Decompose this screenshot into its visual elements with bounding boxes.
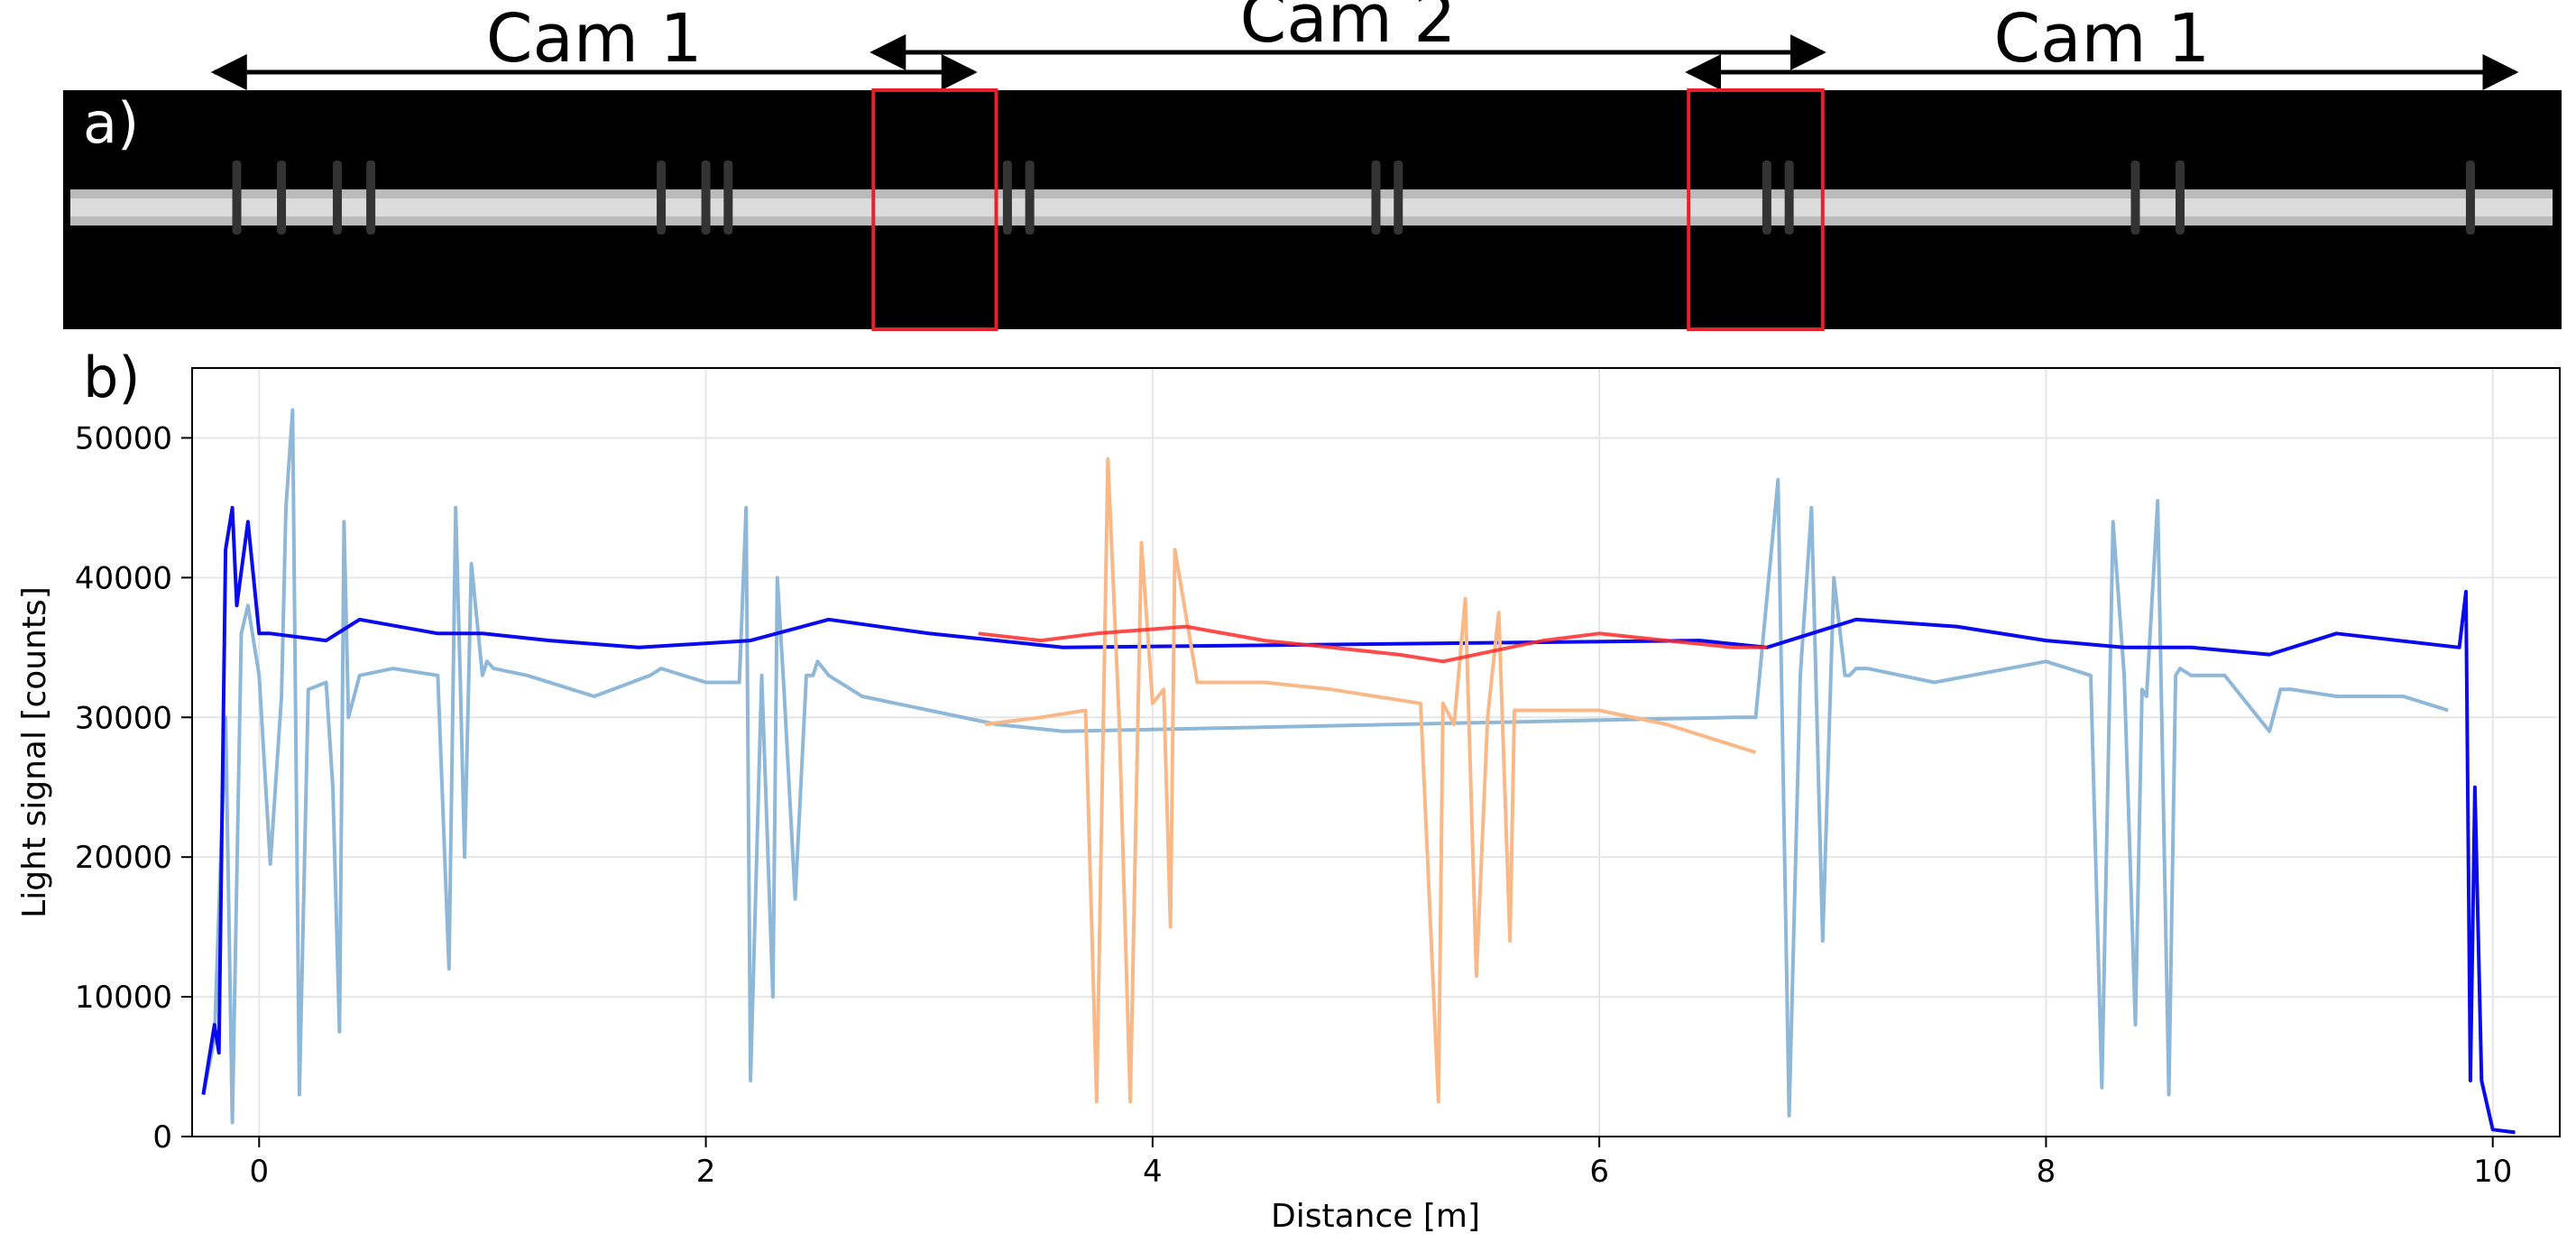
series-line — [201, 408, 2449, 1125]
ring-mark — [366, 161, 376, 235]
series-line — [984, 456, 1757, 1104]
plot-area: 0 2 4 6 8 10 0 10000 20000 30000 40000 50000 b) Di… — [16, 345, 2561, 1235]
x-tick-label: 10 — [2473, 1154, 2512, 1190]
fiber-core — [70, 198, 2553, 216]
camera-annotations: Cam 1 Cam 2 Cam 1 — [210, 0, 2519, 90]
plot-frame — [191, 367, 2561, 1137]
x-tick-label: 4 — [1143, 1154, 1163, 1190]
series-line — [978, 624, 1767, 664]
x-tick-label: 0 — [249, 1154, 269, 1190]
ring-mark — [232, 161, 242, 235]
ring-mark — [1002, 161, 1012, 235]
overlap-box — [871, 88, 998, 331]
y-tick-label: 40000 — [75, 560, 172, 596]
x-tick-label: 2 — [696, 1154, 716, 1190]
panel-label-a: a) — [83, 90, 139, 156]
ring-marks — [232, 161, 2475, 235]
y-tick-label: 10000 — [75, 980, 172, 1016]
camera-label: Cam 1 — [486, 0, 703, 78]
y-ticks: 0 10000 20000 30000 40000 50000 — [75, 420, 192, 1155]
overlap-box — [1687, 88, 1825, 331]
x-tick-label: 6 — [1589, 1154, 1609, 1190]
series-line — [201, 505, 2516, 1135]
x-axis-title: Distance [m] — [1271, 1198, 1480, 1235]
x-tick-label: 8 — [2037, 1154, 2056, 1190]
panel-label-b: b) — [83, 345, 141, 410]
ring-mark — [1394, 161, 1403, 235]
camera-label: Cam 2 — [1240, 0, 1457, 58]
y-tick-label: 0 — [152, 1119, 172, 1155]
ring-mark — [2176, 161, 2185, 235]
ring-mark — [332, 161, 342, 235]
ring-mark — [1025, 161, 1035, 235]
series-lines — [201, 408, 2516, 1135]
ring-mark — [1784, 161, 1794, 235]
y-tick-label: 30000 — [75, 700, 172, 736]
ring-mark — [657, 161, 667, 235]
image-panel: a) — [63, 88, 2562, 331]
camera-label: Cam 1 — [1993, 0, 2210, 78]
ring-mark — [277, 161, 287, 235]
ring-mark — [701, 161, 711, 235]
ring-mark — [1371, 161, 1381, 235]
ring-mark — [723, 161, 733, 235]
overlap-regions — [871, 88, 1825, 331]
y-axis-title: Light signal [counts] — [16, 586, 53, 918]
x-ticks: 0 2 4 6 8 10 — [249, 1137, 2512, 1190]
y-tick-label: 20000 — [75, 840, 172, 876]
y-tick-label: 50000 — [75, 420, 172, 456]
ring-mark — [2130, 161, 2140, 235]
plot-background — [192, 368, 2560, 1137]
ring-mark — [2465, 161, 2475, 235]
ring-mark — [1762, 161, 1771, 235]
